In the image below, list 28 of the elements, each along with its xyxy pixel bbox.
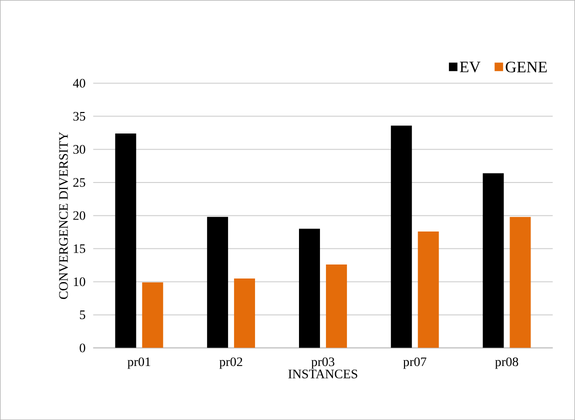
y-tick-label: 0 <box>80 343 86 352</box>
bar <box>115 133 136 348</box>
y-tick-label: 20 <box>73 211 86 220</box>
x-tick-label: pr08 <box>495 357 518 369</box>
bar <box>510 216 531 348</box>
bar <box>234 278 256 348</box>
y-tick-label: 35 <box>73 112 86 121</box>
legend-label: EV <box>460 62 480 72</box>
y-tick-label: 40 <box>73 78 86 88</box>
bar <box>390 125 412 348</box>
legend-label: GENE <box>506 62 547 72</box>
y-tick-label: 10 <box>74 277 86 286</box>
bar <box>482 173 504 348</box>
x-axis-title: INSTANCES <box>288 370 358 378</box>
x-tick-label: pr01 <box>128 357 150 369</box>
y-tick-label: 15 <box>74 244 86 253</box>
bar <box>418 231 439 348</box>
y-tick-label: 25 <box>73 178 86 187</box>
x-tick-label: pr02 <box>219 357 242 369</box>
bar <box>142 282 164 348</box>
bar <box>207 216 228 348</box>
y-axis-title: CONVERGENCE DIVERSITY <box>59 132 68 299</box>
x-tick-label: pr07 <box>403 357 426 369</box>
bar <box>326 264 347 348</box>
y-tick-label: 5 <box>80 310 86 320</box>
bar <box>298 228 320 348</box>
x-tick-label: pr03 <box>311 357 334 369</box>
y-tick-label: 30 <box>73 144 86 154</box>
